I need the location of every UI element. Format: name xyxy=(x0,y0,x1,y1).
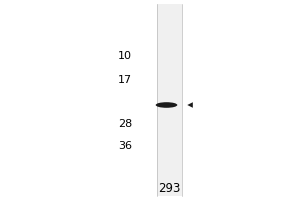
Bar xyxy=(157,4,182,196)
Text: 36: 36 xyxy=(118,141,132,151)
Text: 17: 17 xyxy=(118,75,132,85)
Ellipse shape xyxy=(156,102,177,108)
Text: 28: 28 xyxy=(118,119,132,129)
Text: 293: 293 xyxy=(158,182,181,196)
Text: 10: 10 xyxy=(118,51,132,61)
